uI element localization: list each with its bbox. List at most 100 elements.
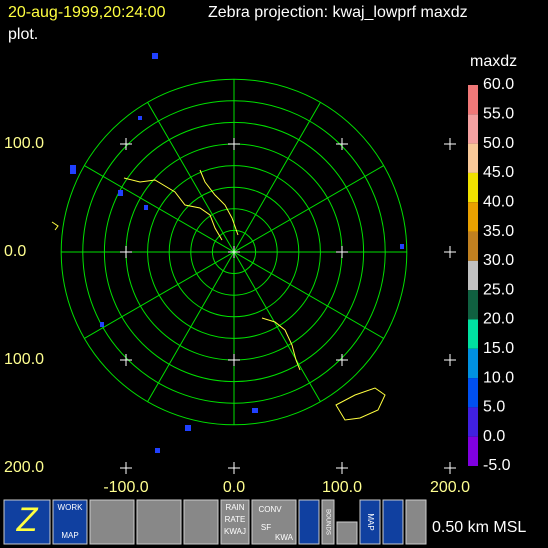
icon-text: MAP — [366, 513, 375, 530]
colorbar-label: 5.0 — [483, 399, 505, 416]
y-tick-label: 0.0 — [4, 243, 26, 260]
coast — [123, 177, 223, 241]
colorbar-label: 55.0 — [483, 106, 514, 123]
colorbar-label: 15.0 — [483, 340, 514, 357]
coast — [199, 169, 239, 236]
work-map-icon-2[interactable] — [183, 499, 219, 545]
colorbar-label: -5.0 — [483, 457, 511, 474]
tick-cross — [120, 246, 132, 258]
coast — [261, 317, 301, 371]
echo — [152, 53, 158, 59]
colorbar-title: maxdz — [470, 53, 517, 70]
colorbar-swatch — [468, 172, 478, 203]
y-tick-label: 100.0 — [4, 135, 44, 152]
x-tick-label: 200.0 — [430, 479, 470, 496]
icon-text: SF — [261, 523, 271, 532]
tick-cross — [444, 138, 456, 150]
tick-cross — [336, 138, 348, 150]
coastline — [51, 169, 386, 421]
icon-text: MAP — [61, 531, 78, 540]
colorbar-label: 30.0 — [483, 252, 514, 269]
x-tick-label: 0.0 — [223, 479, 245, 496]
title: Zebra projection: kwaj_lowprf maxdz — [208, 4, 468, 21]
colorbar: maxdz 60.0 55.0 50.0 45.0 40.0 35.0 30.0 25.0 20… — [468, 53, 517, 474]
colorbar-swatch — [468, 378, 478, 408]
tick-cross — [120, 462, 132, 474]
colorbar-label: 20.0 — [483, 311, 514, 328]
coast — [51, 221, 59, 231]
y-tick-label: 200.0 — [4, 459, 44, 476]
bounds-icon[interactable] — [321, 499, 335, 545]
colorbar-label: 0.0 — [483, 428, 505, 445]
colorbar-label: 35.0 — [483, 223, 514, 240]
colorbar-swatch — [468, 319, 478, 349]
tick-cross — [444, 462, 456, 474]
tick-cross — [336, 354, 348, 366]
toolbar: Z WORK MAP RAIN RATE KWAJ CONV SF KWA BO… — [3, 499, 526, 545]
echo — [252, 408, 258, 413]
kwaj-icon[interactable] — [89, 499, 135, 545]
colorbar-swatch — [468, 85, 478, 115]
colorbar-swatch — [468, 143, 478, 173]
zebra-icon[interactable] — [3, 499, 51, 545]
colorbar-swatch — [468, 407, 478, 437]
tick-cross — [120, 354, 132, 366]
echo — [138, 116, 142, 120]
colorbar-swatch — [468, 290, 478, 320]
echo — [185, 425, 191, 431]
tick-cross — [228, 354, 240, 366]
echo — [100, 322, 104, 327]
echoes — [70, 53, 404, 453]
grid-icon[interactable] — [336, 521, 358, 545]
x-tick-label: 100.0 — [322, 479, 362, 496]
icon-text: RATE — [225, 515, 246, 524]
tick-cross — [444, 354, 456, 366]
x-tick-label: -100.0 — [103, 479, 148, 496]
tick-cross — [228, 138, 240, 150]
icon-text: BOUNDS — [324, 509, 330, 535]
icon-text: CONV — [258, 505, 282, 514]
colorbar-swatch — [468, 202, 478, 232]
colorbar-label: 40.0 — [483, 193, 514, 210]
colorbar-label: 60.0 — [483, 76, 514, 93]
colorbar-label: 10.0 — [483, 369, 514, 386]
tick-cross — [336, 246, 348, 258]
echo — [144, 205, 148, 210]
map-icon[interactable] — [359, 499, 381, 545]
tick-cross — [444, 246, 456, 258]
icon-text: KWAJ — [224, 527, 246, 536]
y-tick-label: 100.0 — [4, 351, 44, 368]
conv-icon[interactable] — [251, 499, 297, 545]
icon-text: WORK — [58, 503, 84, 512]
tick-cross — [228, 246, 240, 258]
icon-text: RAIN — [225, 503, 244, 512]
island — [335, 387, 386, 421]
echo — [155, 448, 160, 453]
work-map-icon[interactable] — [52, 499, 88, 545]
colorbar-label: 50.0 — [483, 135, 514, 152]
colorbar-label: 25.0 — [483, 281, 514, 298]
eight-icon[interactable] — [405, 499, 427, 545]
icon-text: KWA — [275, 533, 294, 542]
echo — [118, 190, 123, 196]
title-time: 20-aug-1999,20:24:00 — [8, 4, 166, 21]
tick-cross — [336, 462, 348, 474]
colorbar-swatch — [468, 348, 478, 379]
colorbar-label: 45.0 — [483, 164, 514, 181]
tick-cross — [228, 462, 240, 474]
tick-cross — [120, 138, 132, 150]
colorbar-swatch — [468, 231, 478, 261]
colorbar-swatch — [468, 260, 478, 291]
radar-icon[interactable] — [136, 499, 182, 545]
plot-area: -100.0 0.0 100.0 200.0 100.0 0.0 100.0 200.0 — [4, 78, 470, 496]
zebra-logo: Z — [16, 501, 39, 539]
rain-rate-icon[interactable] — [220, 499, 250, 545]
rings-icon[interactable] — [298, 499, 320, 545]
colorbar-swatch — [468, 436, 478, 466]
altitude: 0.50 km MSL — [432, 519, 526, 536]
usmap-icon[interactable] — [382, 499, 404, 545]
colorbar-swatch — [468, 114, 478, 144]
title-cont: plot. — [8, 26, 38, 43]
